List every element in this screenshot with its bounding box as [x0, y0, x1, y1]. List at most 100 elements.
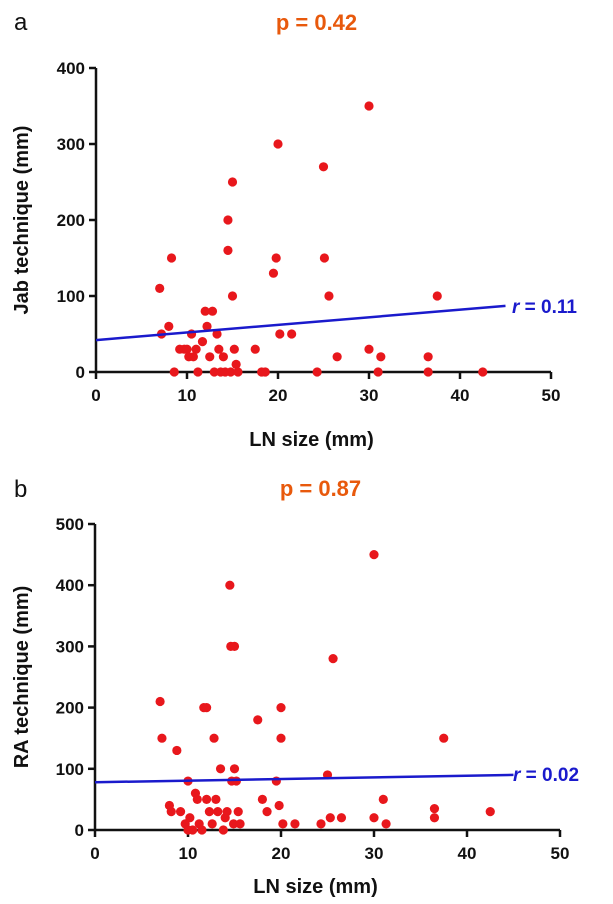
data-point — [155, 696, 165, 707]
data-point — [287, 329, 297, 339]
data-point — [202, 703, 212, 713]
data-point — [191, 344, 201, 354]
data-point — [325, 813, 335, 823]
data-point — [193, 367, 203, 377]
r-symbol: r — [513, 765, 522, 786]
data-point — [222, 807, 232, 817]
data-point — [223, 215, 233, 225]
data-point — [202, 321, 212, 331]
x-tick-label: 50 — [542, 386, 561, 405]
data-point — [257, 794, 267, 805]
x-tick-label: 0 — [90, 844, 99, 863]
data-point — [276, 733, 286, 743]
data-point — [209, 367, 219, 377]
y-tick-label: 300 — [57, 135, 85, 154]
r-symbol: r — [512, 297, 521, 318]
y-axis-title: RA technique (mm) — [11, 586, 33, 769]
x-tick-label: 40 — [458, 844, 477, 863]
data-point — [188, 825, 198, 835]
data-point — [218, 825, 228, 835]
data-point — [373, 367, 383, 377]
x-axis-title: LN size (mm) — [249, 429, 373, 451]
data-point — [164, 321, 174, 331]
data-point — [273, 139, 283, 149]
data-point — [364, 344, 374, 354]
y-tick-label: 400 — [56, 576, 84, 595]
data-point — [271, 253, 281, 263]
data-point — [157, 733, 167, 743]
data-point — [229, 344, 239, 354]
data-point — [276, 703, 286, 713]
data-point — [423, 352, 433, 362]
data-point — [332, 352, 342, 362]
panel-letter: b — [14, 476, 27, 503]
data-point — [200, 306, 210, 316]
y-tick-label: 200 — [57, 211, 85, 230]
data-point — [182, 344, 192, 354]
y-tick-label: 200 — [56, 699, 84, 718]
data-point — [227, 177, 238, 187]
data-point — [262, 807, 272, 817]
r-value: = 0.11 — [519, 297, 577, 318]
data-point — [212, 329, 222, 339]
data-point — [205, 352, 215, 362]
data-point — [188, 352, 198, 362]
data-point — [336, 813, 347, 823]
data-point — [169, 367, 179, 377]
data-point — [369, 550, 379, 560]
data-point — [429, 813, 440, 823]
r-value: = 0.02 — [520, 765, 579, 786]
data-point — [166, 807, 176, 817]
data-point — [253, 715, 263, 725]
data-point — [381, 819, 391, 829]
y-tick-label: 100 — [57, 287, 85, 306]
data-point — [226, 367, 236, 377]
data-point — [423, 367, 433, 377]
y-tick-label: 100 — [56, 760, 84, 779]
data-point — [290, 819, 300, 829]
regression-line — [95, 304, 506, 342]
data-point — [172, 745, 182, 756]
correlation-label: r = 0.02 — [513, 765, 579, 786]
data-point — [223, 245, 233, 255]
data-point — [478, 367, 488, 377]
data-point — [369, 813, 379, 823]
data-point — [485, 807, 495, 817]
data-point — [215, 764, 226, 774]
data-point — [268, 268, 279, 278]
x-tick-label: 0 — [91, 386, 100, 405]
data-point — [166, 253, 177, 263]
data-point — [229, 764, 240, 774]
data-point — [275, 329, 285, 339]
x-tick-label: 50 — [551, 844, 570, 863]
data-point — [274, 800, 284, 811]
data-point — [225, 580, 235, 590]
panel-letter: a — [14, 9, 28, 36]
y-tick-label: 400 — [57, 59, 85, 78]
y-axis-title: Jab technique (mm) — [11, 126, 33, 315]
data-point — [197, 337, 208, 347]
data-point — [233, 807, 243, 817]
data-point — [231, 359, 241, 369]
data-point — [378, 794, 388, 805]
data-point — [197, 825, 207, 835]
y-tick-label: 500 — [56, 515, 84, 534]
data-point — [364, 101, 374, 111]
data-point — [235, 819, 245, 829]
correlation-label: r = 0.11 — [512, 297, 577, 318]
data-point — [175, 807, 186, 817]
data-point — [319, 253, 330, 263]
x-tick-label: 10 — [179, 844, 198, 863]
data-point — [227, 291, 238, 301]
data-point — [233, 367, 243, 377]
data-point — [155, 283, 165, 293]
chart-title: p = 0.87 — [280, 476, 361, 501]
y-tick-label: 300 — [56, 637, 84, 656]
chart-title: p = 0.42 — [276, 10, 357, 35]
data-point — [214, 344, 224, 354]
data-point — [250, 344, 260, 354]
data-point — [213, 807, 223, 817]
x-tick-label: 30 — [365, 844, 384, 863]
data-point — [229, 641, 240, 652]
